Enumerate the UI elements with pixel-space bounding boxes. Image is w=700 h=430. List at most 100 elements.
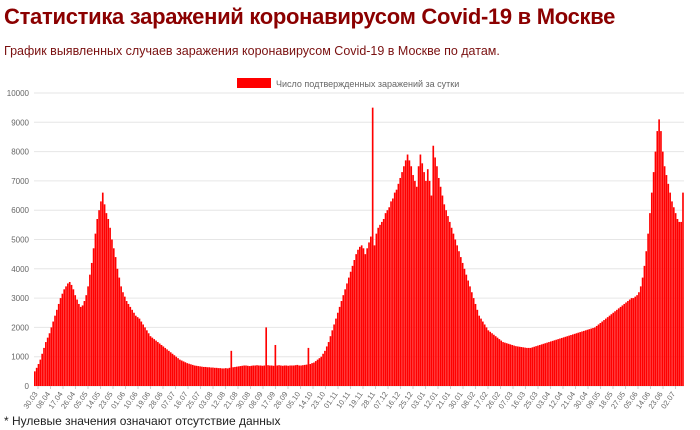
bar[interactable] — [432, 145, 435, 386]
bar[interactable] — [59, 298, 62, 386]
bar[interactable] — [254, 365, 256, 386]
bar[interactable] — [283, 365, 286, 386]
bar[interactable] — [678, 221, 681, 386]
bar[interactable] — [335, 318, 337, 386]
bar[interactable] — [415, 186, 418, 386]
bar[interactable] — [210, 367, 212, 386]
bar[interactable] — [250, 365, 253, 386]
bar[interactable] — [518, 346, 521, 386]
bar[interactable] — [177, 358, 179, 386]
bar[interactable] — [79, 306, 82, 386]
bar[interactable] — [428, 180, 431, 386]
bar[interactable] — [320, 356, 323, 386]
bar[interactable] — [417, 166, 420, 386]
bar[interactable] — [76, 299, 78, 386]
bar[interactable] — [606, 317, 609, 386]
bar[interactable] — [542, 343, 545, 386]
bar[interactable] — [234, 366, 236, 386]
bar[interactable] — [276, 365, 279, 386]
bar[interactable] — [480, 318, 482, 386]
bar[interactable] — [169, 352, 172, 386]
bar[interactable] — [581, 331, 583, 387]
bar[interactable] — [368, 242, 370, 386]
bar[interactable] — [300, 365, 302, 386]
bar[interactable] — [557, 339, 559, 386]
bar[interactable] — [230, 350, 233, 386]
bar[interactable] — [423, 172, 425, 386]
bar[interactable] — [522, 347, 525, 386]
bar[interactable] — [590, 328, 593, 386]
bar[interactable] — [507, 343, 510, 386]
bar[interactable] — [114, 257, 117, 386]
bar[interactable] — [390, 201, 392, 386]
bar[interactable] — [101, 192, 104, 386]
bar[interactable] — [555, 339, 558, 386]
bar[interactable] — [235, 366, 238, 386]
bar[interactable] — [384, 213, 387, 386]
bar[interactable] — [682, 192, 684, 386]
bar[interactable] — [98, 210, 100, 386]
bar[interactable] — [404, 160, 407, 386]
bar[interactable] — [353, 260, 356, 386]
bar[interactable] — [248, 366, 251, 386]
bar[interactable] — [371, 107, 374, 387]
bar[interactable] — [535, 346, 537, 386]
bar[interactable] — [493, 334, 495, 386]
bar[interactable] — [309, 364, 312, 386]
bar[interactable] — [632, 298, 635, 386]
bar[interactable] — [489, 331, 492, 386]
bar[interactable] — [307, 347, 310, 386]
bar[interactable] — [212, 367, 214, 386]
bar[interactable] — [419, 154, 422, 386]
bar[interactable] — [665, 175, 668, 386]
bar[interactable] — [199, 366, 201, 386]
bar[interactable] — [498, 339, 501, 386]
bar[interactable] — [509, 344, 512, 386]
bar[interactable] — [57, 303, 60, 386]
bar[interactable] — [179, 359, 181, 386]
bar[interactable] — [342, 295, 345, 386]
bar[interactable] — [667, 183, 670, 386]
bar[interactable] — [188, 363, 190, 386]
bar[interactable] — [123, 296, 126, 386]
bar[interactable] — [573, 333, 576, 386]
bar[interactable] — [463, 268, 466, 386]
bar[interactable] — [359, 246, 361, 386]
bar[interactable] — [193, 365, 196, 386]
bar[interactable] — [195, 365, 198, 386]
bar[interactable] — [487, 330, 490, 386]
bar[interactable] — [375, 233, 378, 386]
bar[interactable] — [671, 201, 673, 386]
bar[interactable] — [467, 280, 469, 386]
bar[interactable] — [520, 347, 523, 386]
bar[interactable] — [144, 327, 146, 386]
bar[interactable] — [158, 343, 161, 386]
bar[interactable] — [153, 339, 155, 386]
bar[interactable] — [329, 336, 332, 386]
bar[interactable] — [649, 213, 651, 386]
bar[interactable] — [641, 277, 644, 386]
bar[interactable] — [584, 330, 587, 386]
bar[interactable] — [482, 321, 484, 386]
bar[interactable] — [296, 364, 299, 386]
bar[interactable] — [469, 286, 471, 386]
bar[interactable] — [171, 353, 174, 386]
bar[interactable] — [246, 365, 249, 386]
bar[interactable] — [208, 367, 211, 386]
bar[interactable] — [83, 301, 86, 386]
bar[interactable] — [382, 218, 385, 386]
bar[interactable] — [107, 218, 110, 386]
bar[interactable] — [595, 325, 598, 386]
bar[interactable] — [531, 347, 534, 386]
bar[interactable] — [360, 245, 363, 386]
bar[interactable] — [48, 333, 51, 386]
bar[interactable] — [281, 365, 284, 386]
bar[interactable] — [568, 335, 570, 386]
bar[interactable] — [546, 342, 548, 386]
bar[interactable] — [39, 359, 42, 386]
bar[interactable] — [656, 131, 659, 386]
bar[interactable] — [491, 333, 493, 386]
bar[interactable] — [434, 157, 436, 386]
bar[interactable] — [94, 233, 97, 386]
bar[interactable] — [65, 286, 67, 386]
